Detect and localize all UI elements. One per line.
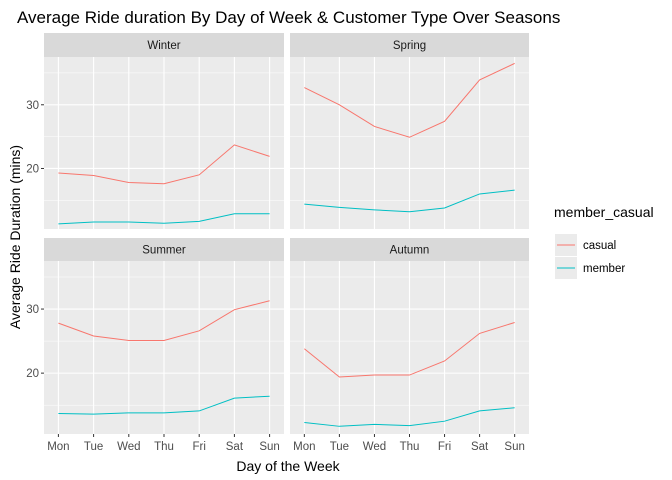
- x-tick-label: Fri: [192, 441, 205, 453]
- x-tick-label: Sat: [471, 441, 489, 453]
- y-tick-label: 20: [26, 163, 39, 175]
- facet-strip: [44, 238, 284, 261]
- x-tick-label: Sat: [226, 441, 244, 453]
- facet-panel-autumn: Autumn: [290, 238, 529, 434]
- legend-title: member_casual: [554, 204, 654, 220]
- series-line-member: [304, 407, 515, 427]
- x-tick-label: Wed: [363, 441, 386, 453]
- x-tick-label: Fri: [438, 441, 451, 453]
- x-tick-label: Thu: [400, 441, 420, 453]
- facet-strip-label: Autumn: [390, 245, 430, 257]
- series-line-member: [58, 213, 270, 225]
- axes: 20 30 20 30 Mon Tue Wed Thu Fri Sat Sun Mon Tue Wed Th…: [26, 100, 525, 453]
- chart-title: Average Ride duration By Day of Week & C…: [17, 8, 560, 27]
- y-axis-label: Average Ride Duration (mins): [7, 145, 23, 329]
- y-tick-label: 30: [26, 100, 39, 112]
- x-tick-label: Mon: [293, 441, 315, 453]
- facet-panel-winter: Winter: [44, 33, 284, 229]
- facet-panel-summer: Summer: [44, 238, 284, 434]
- legend-item-casual: casual: [555, 234, 616, 256]
- facet-panel-spring: Spring: [290, 33, 529, 229]
- facet-strip-label: Winter: [147, 40, 180, 52]
- facet-strip: [290, 238, 529, 261]
- legend-label: member: [583, 263, 625, 275]
- legend: member_casual casual member: [554, 204, 654, 279]
- facet-strip-label: Spring: [393, 40, 426, 52]
- facet-strip: [290, 33, 529, 57]
- series-line-casual: [58, 300, 270, 341]
- series-line-member: [304, 189, 515, 213]
- series-line-casual: [58, 144, 270, 185]
- x-tick-label: Sun: [259, 441, 279, 453]
- x-tick-label: Thu: [154, 441, 174, 453]
- series-line-casual: [304, 322, 515, 378]
- x-tick-label: Tue: [84, 441, 103, 453]
- x-tick-label: Wed: [117, 441, 140, 453]
- y-tick-label: 30: [26, 304, 39, 316]
- x-tick-label: Sun: [504, 441, 524, 453]
- x-tick-label: Mon: [47, 441, 69, 453]
- series-line-member: [58, 395, 270, 415]
- x-axis-label: Day of the Week: [236, 458, 340, 474]
- facet-strip-label: Summer: [142, 245, 186, 257]
- series-line-casual: [304, 62, 515, 138]
- facet-panels: Winter Spring Summer Autumn: [44, 33, 529, 434]
- legend-label: casual: [583, 240, 616, 252]
- legend-item-member: member: [555, 257, 625, 279]
- facet-strip: [44, 33, 284, 57]
- x-tick-label: Tue: [330, 441, 349, 453]
- y-tick-label: 20: [26, 368, 39, 380]
